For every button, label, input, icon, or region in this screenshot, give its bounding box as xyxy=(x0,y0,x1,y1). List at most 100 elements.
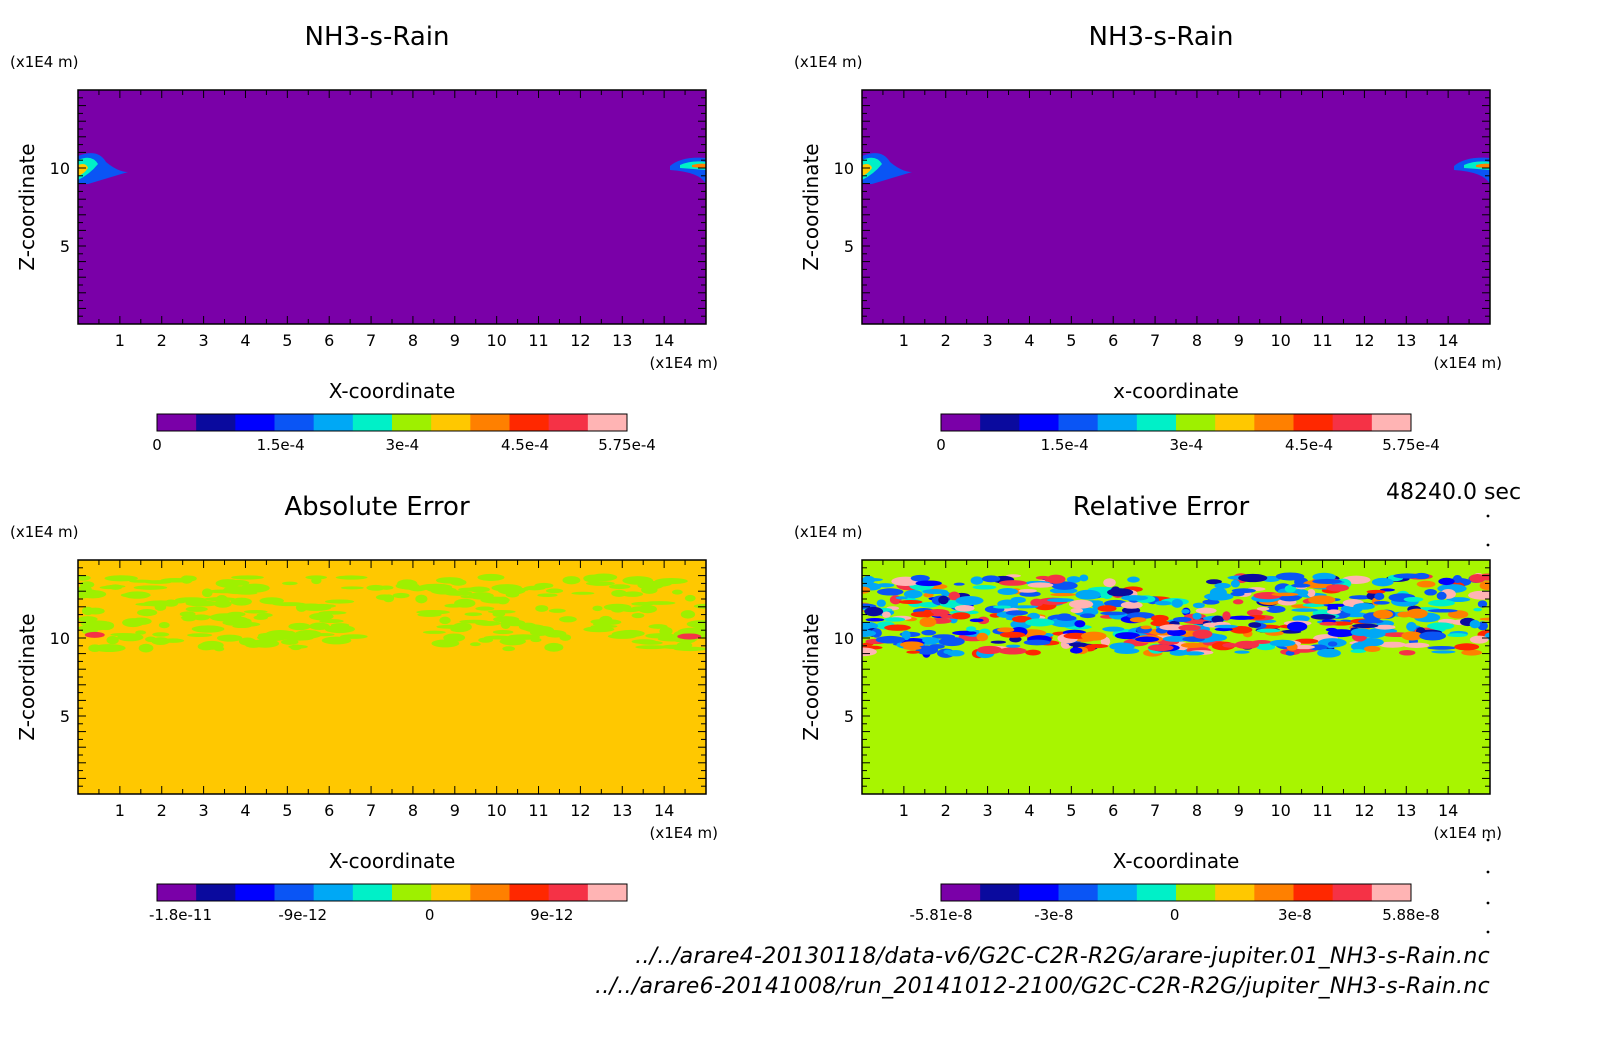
colorbar-label: 0 xyxy=(425,906,435,924)
colorbar-frame xyxy=(156,883,628,902)
noise-blob xyxy=(1192,612,1202,620)
noise-blob xyxy=(1126,612,1155,619)
noise-blob xyxy=(1312,578,1342,584)
noise-blob xyxy=(898,599,923,605)
noise-blob xyxy=(884,624,911,631)
noise-blob xyxy=(1447,633,1468,638)
noise-blob xyxy=(1044,578,1058,582)
noise-blob xyxy=(1070,647,1083,654)
edge-dot xyxy=(1486,543,1490,547)
noise-blob xyxy=(1269,639,1296,647)
noise-blob xyxy=(1427,622,1455,630)
x-tick-label: 14 xyxy=(654,331,674,350)
noise-blob xyxy=(1292,615,1310,622)
noise-blob xyxy=(1018,588,1037,593)
noise-blob xyxy=(947,650,965,657)
noise-blob xyxy=(1378,641,1407,648)
noise-blob xyxy=(1027,582,1054,588)
noise-blob xyxy=(1204,592,1234,601)
chart-panel-3: Absolute Error(x1E4 m)1 2 3 4 5 6 7 8 9 10 11 12 13 1… xyxy=(10,492,718,924)
x-tick-label: 10 xyxy=(486,801,506,820)
noise-blob xyxy=(197,642,215,651)
noise-blob xyxy=(444,603,463,608)
noise-blob xyxy=(1068,599,1094,609)
noise-blob xyxy=(340,634,368,639)
noise-blob xyxy=(1079,613,1096,619)
noise-blob xyxy=(1114,647,1140,655)
colorbar-segment xyxy=(352,414,393,431)
x-tick-label: 12 xyxy=(1354,331,1374,350)
noise-blob xyxy=(1246,609,1263,617)
noise-blob xyxy=(1374,592,1385,601)
z-axis-unit: (x1E4 m) xyxy=(794,523,863,541)
x-axis-unit: (x1E4 m) xyxy=(649,354,718,372)
colorbar-frame xyxy=(156,413,628,432)
noise-blob xyxy=(1469,573,1486,583)
noise-blob xyxy=(1107,588,1134,597)
noise-blob xyxy=(1293,645,1315,650)
noise-blob xyxy=(631,601,654,606)
noise-blob xyxy=(430,587,458,595)
noise-blob xyxy=(877,588,904,596)
noise-blob xyxy=(977,645,1003,655)
x-tick-label: 8 xyxy=(1192,801,1202,820)
noise-blob xyxy=(502,646,515,652)
noise-blob xyxy=(903,589,923,599)
colorbar-segment xyxy=(352,884,393,901)
noise-blob xyxy=(1479,581,1490,590)
colorbar-segment xyxy=(1215,414,1255,431)
noise-blob xyxy=(191,625,225,633)
noise-blob xyxy=(487,609,516,614)
noise-blob xyxy=(1454,643,1480,651)
z-axis-unit: (x1E4 m) xyxy=(10,53,79,71)
z-tick-label: 5 xyxy=(844,707,854,726)
x-tick-label: 9 xyxy=(450,801,460,820)
colorbar-segment xyxy=(1215,884,1255,901)
x-tick-label: 10 xyxy=(1270,801,1290,820)
noise-blob xyxy=(1366,589,1386,594)
noise-blob xyxy=(1406,608,1428,619)
noise-blob xyxy=(938,595,949,605)
noise-blob xyxy=(1006,574,1021,578)
noise-blob xyxy=(1005,644,1021,648)
noise-blob xyxy=(80,620,111,627)
noise-blob xyxy=(919,617,937,628)
noise-blob xyxy=(992,605,1012,609)
noise-blob xyxy=(435,577,464,584)
colorbar-segment xyxy=(235,414,275,431)
noise-blob xyxy=(1374,624,1396,630)
noise-blob xyxy=(1325,627,1338,632)
z-axis-label: Z-coordinate xyxy=(799,613,823,740)
noise-blob xyxy=(1192,629,1213,639)
colorbar: -5.81e-8 -3e-8 0 3e-8 5.88e-8 xyxy=(910,883,1440,924)
noise-blob xyxy=(1192,602,1205,609)
noise-blob xyxy=(1183,651,1205,656)
noise-blob xyxy=(1058,613,1071,618)
noise-blob xyxy=(151,637,170,646)
noise-blob xyxy=(1271,592,1299,597)
noise-blob xyxy=(187,633,213,637)
noise-blob xyxy=(392,592,410,599)
noise-blob xyxy=(559,634,572,641)
noise-blob xyxy=(138,643,154,653)
noise-blob xyxy=(631,612,645,619)
colorbar-segment xyxy=(313,414,354,431)
colorbar-segment xyxy=(157,414,197,431)
noise-blob xyxy=(997,587,1018,595)
noise-blob xyxy=(163,599,179,607)
z-tick-label: 5 xyxy=(60,707,70,726)
colorbar-label: 0 xyxy=(152,436,162,454)
noise-blob xyxy=(1234,650,1250,654)
noise-blob xyxy=(1424,589,1437,596)
noise-blob xyxy=(185,598,205,606)
noise-blob xyxy=(535,605,549,612)
colorbar-segment xyxy=(1332,884,1373,901)
noise-blob xyxy=(1066,576,1081,583)
noise-blob xyxy=(648,624,668,629)
x-tick-label: 4 xyxy=(1024,801,1034,820)
noise-blob xyxy=(953,582,965,586)
noise-blob xyxy=(483,635,512,640)
noise-blob xyxy=(1178,624,1201,631)
noise-blob xyxy=(416,609,451,615)
noise-blob xyxy=(1373,600,1390,605)
